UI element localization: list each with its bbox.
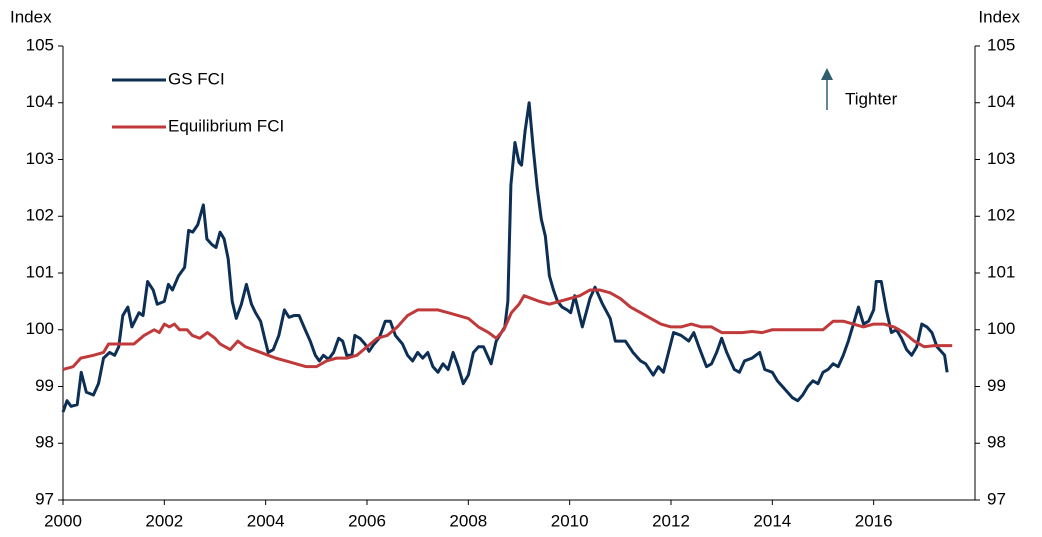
series-line — [62, 288, 953, 371]
x-tick-label: 2000 — [44, 511, 82, 530]
legend-label: GS FCI — [168, 69, 225, 88]
legend-label: Equilibrium FCI — [168, 116, 284, 135]
y2-tick-label: 99 — [987, 376, 1006, 395]
y-tick-label: 104 — [26, 92, 54, 111]
annotation: Tighter — [845, 89, 898, 108]
y-tick-label: 97 — [35, 489, 54, 508]
x-tick-label: 2014 — [753, 511, 791, 530]
y2-tick-label: 101 — [987, 262, 1015, 281]
y2-tick-label: 100 — [987, 319, 1015, 338]
y-tick-label: 103 — [26, 149, 54, 168]
x-tick-label: 2016 — [855, 511, 893, 530]
x-tick-label: 2012 — [652, 511, 690, 530]
y-tick-label: 101 — [26, 262, 54, 281]
y-axis-label: Index — [10, 7, 52, 26]
x-tick-label: 2010 — [551, 511, 589, 530]
y2-tick-label: 104 — [987, 92, 1015, 111]
y-tick-label: 98 — [35, 433, 54, 452]
y2-tick-label: 105 — [987, 35, 1015, 54]
y-tick-label: 102 — [26, 206, 54, 225]
x-tick-label: 2006 — [348, 511, 386, 530]
x-tick-label: 2004 — [247, 511, 285, 530]
y2-tick-label: 102 — [987, 206, 1015, 225]
x-tick-label: 2002 — [145, 511, 183, 530]
y-tick-label: 99 — [35, 376, 54, 395]
y2-axis-label: Index — [978, 7, 1020, 26]
y2-tick-label: 97 — [987, 489, 1006, 508]
annotation-arrowhead — [821, 68, 833, 80]
y2-tick-label: 98 — [987, 433, 1006, 452]
y2-tick-label: 103 — [987, 149, 1015, 168]
y-tick-label: 100 — [26, 319, 54, 338]
series-line — [61, 101, 949, 413]
x-tick-label: 2008 — [449, 511, 487, 530]
y-tick-label: 105 — [26, 35, 54, 54]
